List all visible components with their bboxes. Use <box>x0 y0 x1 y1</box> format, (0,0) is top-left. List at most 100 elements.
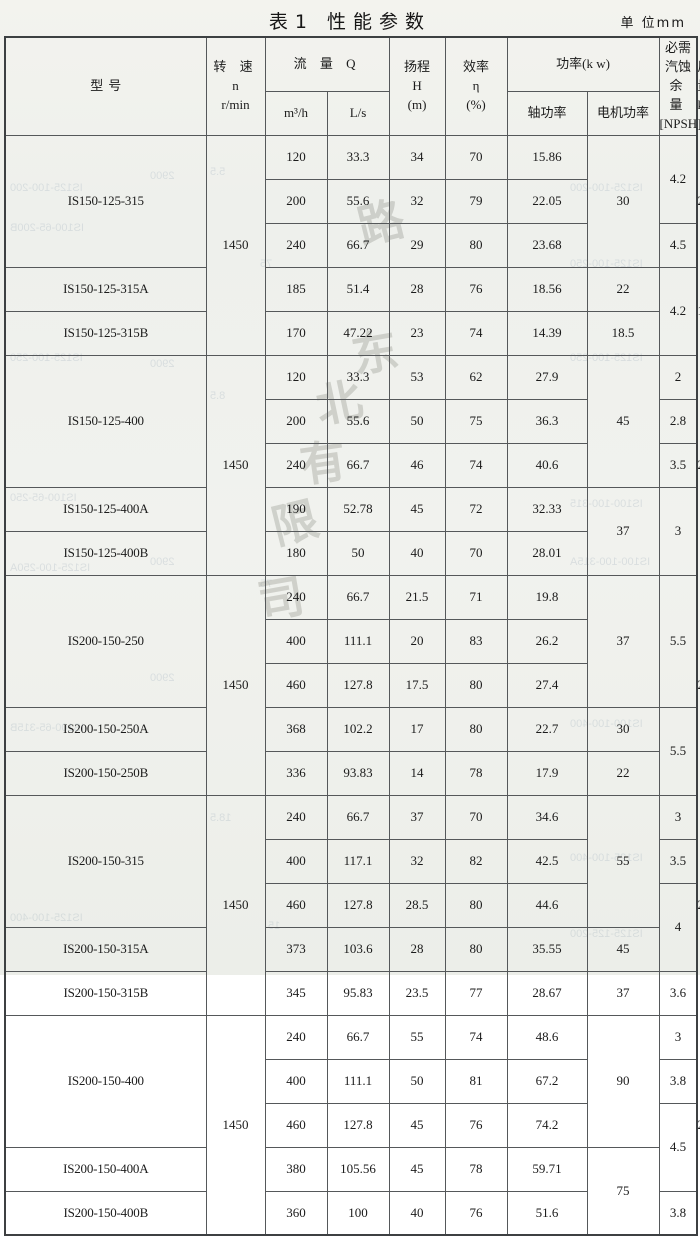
cell-npsh: 5.5 <box>658 706 698 796</box>
cell-shaft-power: 19.8 <box>506 574 588 620</box>
cell-flow-m3h: 345 <box>264 970 328 1016</box>
header-flow-name: 流 量 Q <box>293 55 361 71</box>
cell-npsh: 3 <box>658 486 698 576</box>
cell-efficiency: 74 <box>444 310 508 356</box>
cell-flow-ls: 66.7 <box>326 222 390 268</box>
table-row: IS150-125-400B 180 50 40 70 28.01 <box>4 530 697 576</box>
cell-shaft-power: 74.2 <box>506 1102 588 1148</box>
cell-shaft-power: 23.68 <box>506 222 588 268</box>
header-flow-unit-m3h: m³/h <box>264 90 328 136</box>
cell-shaft-power: 22.05 <box>506 178 588 224</box>
cell-flow-m3h: 240 <box>264 1014 328 1060</box>
cell-flow-ls: 105.56 <box>326 1146 390 1192</box>
cell-model-name: IS200-150-315A <box>4 926 207 972</box>
cell-shaft-power: 59.71 <box>506 1146 588 1192</box>
cell-npsh: 3.5 <box>658 838 698 884</box>
cell-efficiency: 79 <box>444 178 508 224</box>
cell-npsh: 3.5 <box>658 442 698 488</box>
cell-flow-ls: 55.6 <box>326 398 390 444</box>
cell-flow-m3h: 360 <box>264 1190 328 1236</box>
cell-motor-power: 55 <box>586 794 660 928</box>
cell-speed-rpm: 1450 <box>205 1014 266 1236</box>
cell-flow-ls: 127.8 <box>326 882 390 928</box>
cell-head: 46 <box>388 442 446 488</box>
cell-speed-rpm: 1450 <box>205 134 266 356</box>
cell-flow-m3h: 460 <box>264 882 328 928</box>
cell-efficiency: 78 <box>444 1146 508 1192</box>
cell-shaft-power: 22.7 <box>506 706 588 752</box>
header-power: 功率(k w) <box>506 36 660 92</box>
cell-efficiency: 74 <box>444 1014 508 1060</box>
cell-head: 21.5 <box>388 574 446 620</box>
cell-speed-rpm: 1450 <box>205 794 266 1016</box>
cell-npsh: 4.2 <box>658 266 698 356</box>
table-row: 400 111.1 20 83 26.2 <box>5 618 697 664</box>
cell-flow-m3h: 373 <box>264 926 328 972</box>
cell-model-name: IS150-125-400B <box>4 530 207 576</box>
cell-flow-m3h: 120 <box>264 134 328 180</box>
cell-flow-ls: 111.1 <box>326 618 390 664</box>
cell-shaft-power: 36.3 <box>506 398 588 444</box>
header-efficiency-name: 效率 <box>463 58 490 74</box>
cell-shaft-power: 26.2 <box>506 618 588 664</box>
cell-motor-power: 45 <box>586 926 660 972</box>
cell-efficiency: 80 <box>444 222 508 268</box>
table-row: IS200-150-315B 345 95.83 23.5 77 28.67 37 3.6 <box>4 970 698 1016</box>
header-speed-unit: r/min <box>221 96 250 112</box>
cell-head: 14 <box>388 750 446 796</box>
cell-head: 20 <box>388 618 446 664</box>
cell-efficiency: 80 <box>444 662 508 708</box>
cell-flow-ls: 102.2 <box>326 706 390 752</box>
cell-flow-m3h: 200 <box>264 178 328 224</box>
cell-npsh: 4.5 <box>658 1102 698 1192</box>
cell-npsh: 4.2 <box>658 134 698 224</box>
cell-efficiency: 81 <box>444 1058 508 1104</box>
cell-flow-m3h: 400 <box>264 1058 328 1104</box>
header-npsh-line2: 余 量 <box>669 77 687 112</box>
header-efficiency: 效率 η (%) <box>444 36 508 136</box>
cell-shaft-power: 27.4 <box>506 662 588 708</box>
cell-efficiency: 71 <box>444 574 508 620</box>
table-title-bar: 表1 性能参数 单 位mm <box>0 0 700 36</box>
cell-efficiency: 83 <box>444 618 508 664</box>
cell-flow-m3h: 336 <box>264 750 328 796</box>
cell-shaft-power: 27.9 <box>506 354 588 400</box>
table-row: IS150-125-400A 190 52.78 45 72 32.33 37 3 <box>4 486 698 576</box>
cell-efficiency: 78 <box>444 750 508 796</box>
table-row: IS200-150-250145024066.721.57119.8375.52… <box>4 574 700 796</box>
header-head-unit: (m) <box>407 96 427 112</box>
cell-motor-power: 30 <box>586 706 660 752</box>
table-row: IS200-150-250B 336 93.83 14 78 17.9 22 <box>4 750 697 796</box>
cell-flow-ls: 55.6 <box>326 178 390 224</box>
cell-head: 53 <box>388 354 446 400</box>
cell-head: 55 <box>388 1014 446 1060</box>
cell-head: 28 <box>388 266 446 312</box>
performance-parameter-table: 型号 转 速 n r/min 流 量 Q 扬程 H (m) 效率 η (%) 功… <box>4 36 700 1236</box>
cell-flow-m3h: 380 <box>264 1146 328 1192</box>
cell-model-name: IS200-150-400 <box>4 1014 207 1148</box>
header-head: 扬程 H (m) <box>388 36 446 136</box>
cell-flow-m3h: 400 <box>264 838 328 884</box>
cell-head: 17.5 <box>388 662 446 708</box>
cell-shaft-power: 67.2 <box>506 1058 588 1104</box>
cell-flow-m3h: 180 <box>264 530 328 576</box>
cell-shaft-power: 34.6 <box>506 794 588 840</box>
cell-head: 29 <box>388 222 446 268</box>
cell-flow-ls: 117.1 <box>326 838 390 884</box>
cell-model-name: IS200-150-315B <box>4 970 207 1016</box>
cell-flow-m3h: 240 <box>264 794 328 840</box>
cell-flow-m3h: 240 <box>264 222 328 268</box>
cell-flow-m3h: 460 <box>264 662 328 708</box>
cell-flow-ls: 33.3 <box>326 354 390 400</box>
cell-flow-ls: 95.83 <box>326 970 390 1016</box>
header-mass-name: 质量 <box>698 59 700 93</box>
cell-flow-m3h: 170 <box>264 310 328 356</box>
header-speed-symbol: n <box>232 77 239 93</box>
cell-head: 32 <box>388 178 446 224</box>
cell-motor-power: 22 <box>586 266 660 312</box>
cell-flow-ls: 50 <box>326 530 390 576</box>
table-row: 460 127.8 28.5 80 44.6 4 <box>5 882 698 972</box>
